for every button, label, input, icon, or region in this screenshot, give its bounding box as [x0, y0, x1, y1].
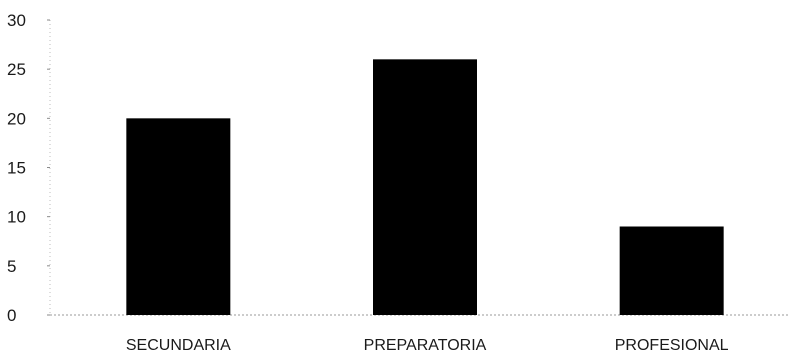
y-tick-label: 0	[7, 306, 16, 325]
y-tick-label: 10	[7, 208, 26, 227]
category-label: SECUNDARIA	[126, 337, 231, 354]
y-tick-label: 15	[7, 159, 26, 178]
y-axis: 0 5 10 15 20 25 30	[7, 11, 51, 325]
bar-preparatoria	[373, 59, 477, 316]
y-tick-label: 5	[7, 257, 16, 276]
category-label: PREPARATORIA	[364, 337, 487, 354]
bar-profesional	[619, 226, 724, 315]
category-labels: SECUNDARIA PREPARATORIA PROFESIONAL	[126, 337, 729, 354]
bars	[126, 59, 724, 316]
y-tick-label: 20	[7, 109, 26, 128]
bar-secundaria	[126, 118, 231, 315]
category-label: PROFESIONAL	[615, 337, 729, 354]
y-tick-label: 30	[7, 11, 26, 30]
y-tick-label: 25	[7, 60, 26, 79]
